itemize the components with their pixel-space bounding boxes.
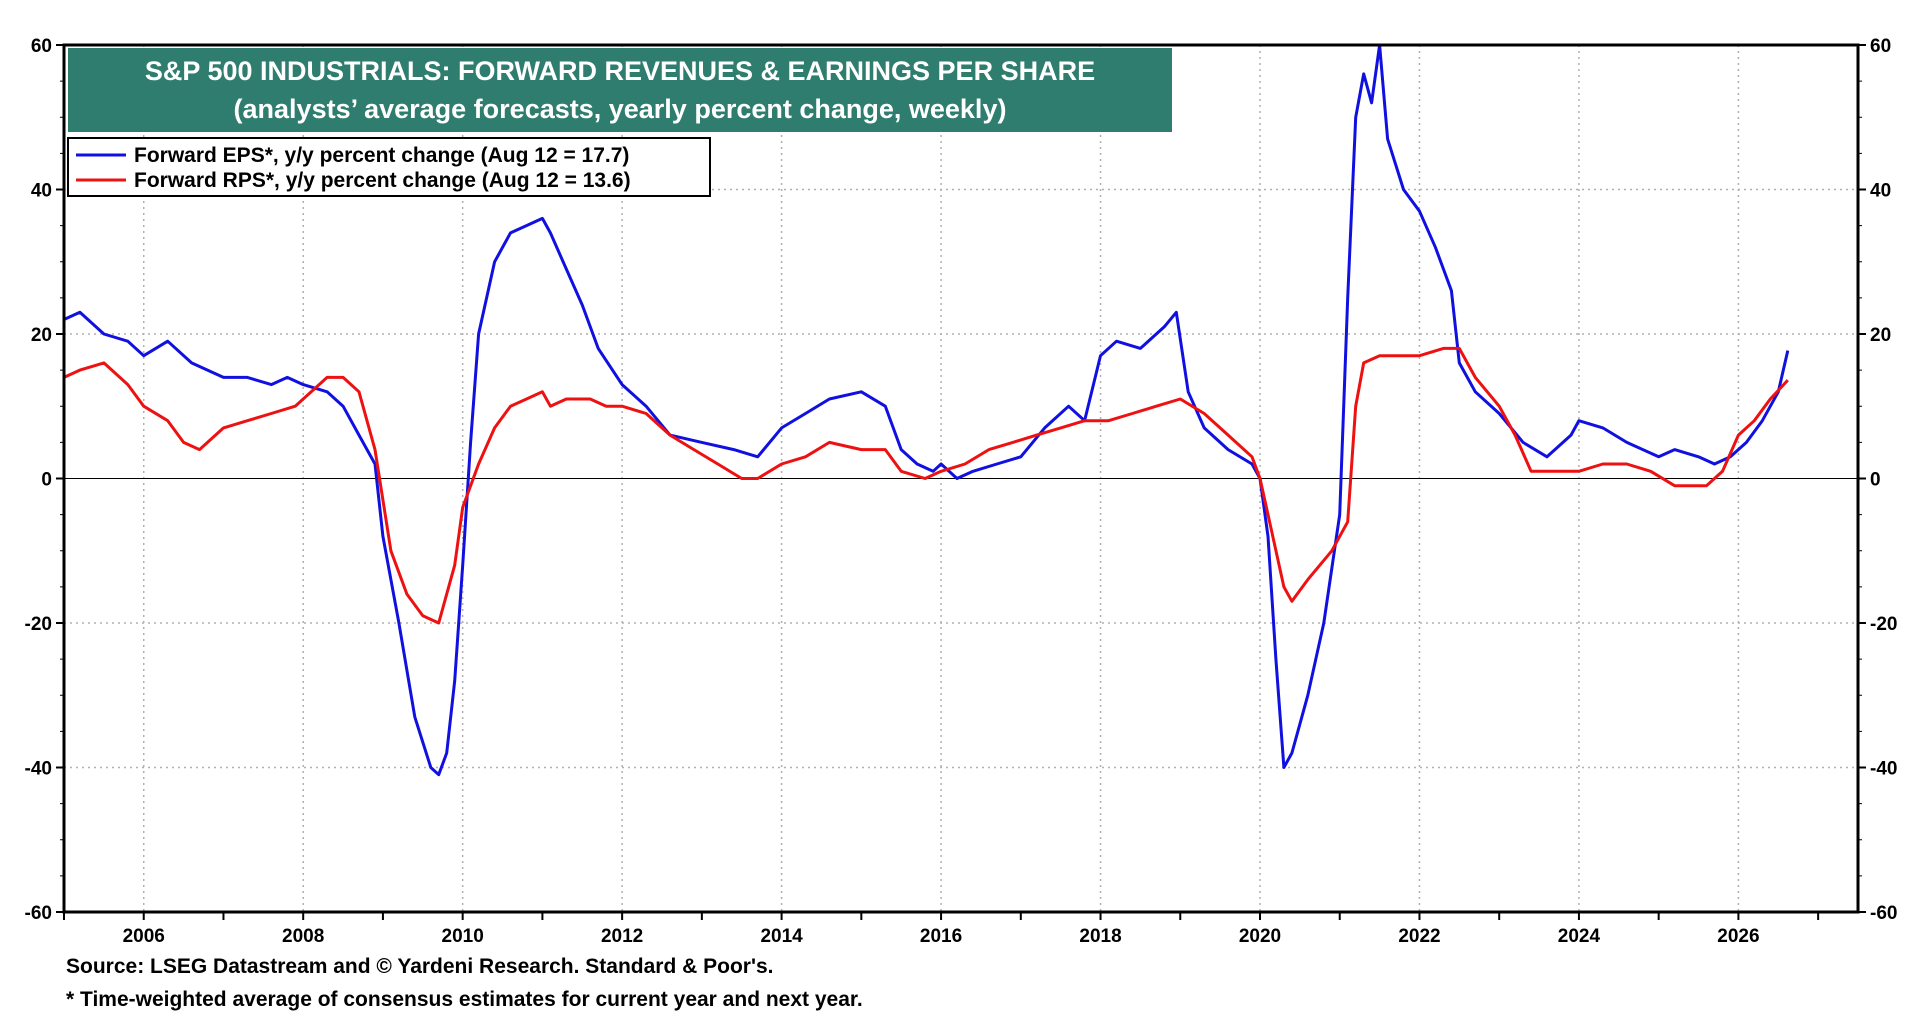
source-note: Source: LSEG Datastream and © Yardeni Re… (66, 955, 774, 978)
y-tick-label-left: -20 (25, 614, 52, 635)
y-tick-label-right: -60 (1870, 903, 1897, 924)
title-box: S&P 500 INDUSTRIALS: FORWARD REVENUES & … (68, 48, 1172, 132)
chart-title: S&P 500 INDUSTRIALS: FORWARD REVENUES & … (145, 56, 1095, 86)
y-axis-right: 60 40 20 0 -20 -40 -60 (1858, 36, 1897, 924)
y-tick-label-right: 0 (1870, 470, 1881, 491)
x-tick-label: 2024 (1558, 926, 1601, 947)
footnote: * Time-weighted average of consensus est… (66, 988, 863, 1011)
y-tick-label-left: 0 (41, 470, 52, 491)
x-tick-label: 2016 (920, 926, 962, 947)
y-tick-label-right: 60 (1870, 36, 1891, 57)
y-tick-label-right: 40 (1870, 181, 1891, 202)
y-tick-label-right: -40 (1870, 759, 1897, 780)
legend-label-eps: Forward EPS*, y/y percent change (Aug 12… (134, 144, 629, 167)
x-tick-label: 2008 (282, 926, 324, 947)
x-tick-label: 2012 (601, 926, 643, 947)
y-tick-label-right: 20 (1870, 325, 1891, 346)
y-axis-left: 60 40 20 0 -20 -40 -60 (25, 36, 64, 924)
x-tick-label: 2018 (1079, 926, 1121, 947)
series-line-forward-eps (63, 43, 1790, 777)
series-layer (63, 43, 1790, 777)
x-tick-label: 2014 (760, 926, 803, 947)
x-axis: 2006 2008 2010 2012 2014 2016 2018 2020 2022 2024… (63, 912, 1820, 947)
x-tick-label: 2026 (1717, 926, 1759, 947)
x-tick-label: 2010 (442, 926, 484, 947)
legend-label-rps: Forward RPS*, y/y percent change (Aug 12… (134, 169, 631, 192)
chart-subtitle: (analysts’ average forecasts, yearly per… (234, 94, 1007, 124)
y-tick-label-left: -60 (25, 903, 52, 924)
y-tick-label-left: 20 (31, 325, 52, 346)
y-tick-label-left: 40 (31, 181, 52, 202)
x-tick-label: 2006 (123, 926, 165, 947)
legend: Forward EPS*, y/y percent change (Aug 12… (67, 137, 711, 197)
y-tick-label-left: 60 (31, 36, 52, 57)
series-line-forward-rps (63, 346, 1789, 625)
x-tick-label: 2022 (1398, 926, 1440, 947)
x-tick-label: 2020 (1239, 926, 1281, 947)
y-tick-label-left: -40 (25, 759, 52, 780)
y-tick-label-right: -20 (1870, 614, 1897, 635)
